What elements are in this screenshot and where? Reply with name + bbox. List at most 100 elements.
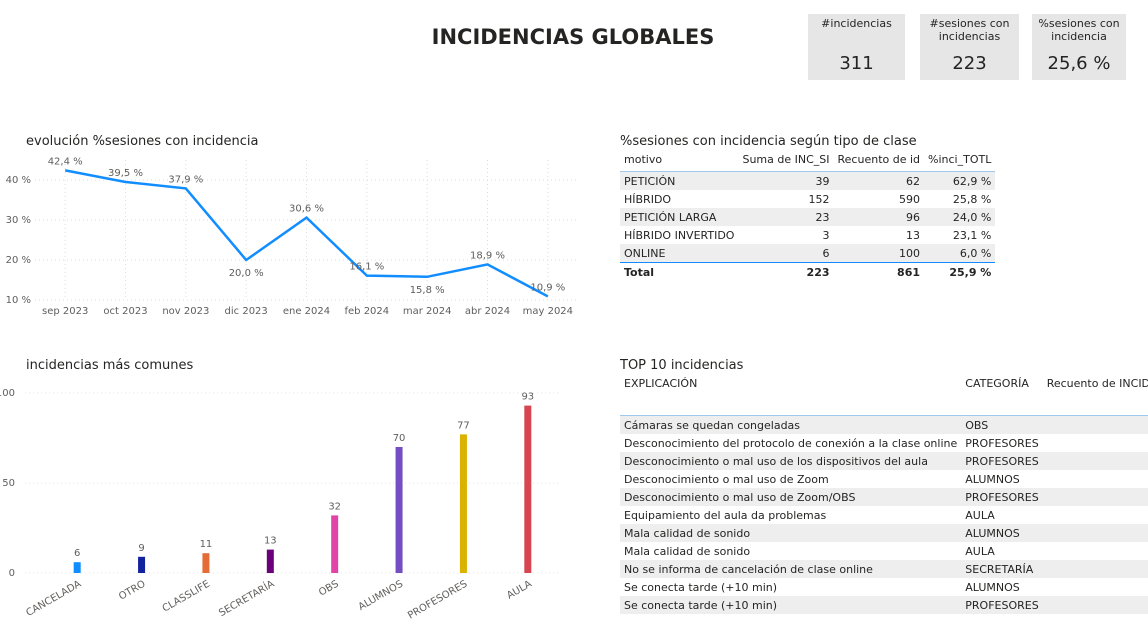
table-cell: 18: [1043, 506, 1148, 524]
data-label: 30,6 %: [289, 204, 324, 215]
table-row: HÍBRIDO INVERTIDO 3 13 23,1 %: [620, 226, 995, 244]
x-tick-label: OTRO: [117, 579, 148, 603]
data-label: 15,8 %: [410, 285, 445, 296]
table-row: HÍBRIDO 152 590 25,8 %: [620, 190, 995, 208]
table-cell: AULA: [965, 508, 995, 522]
table-cell: 6,0 %: [924, 244, 996, 263]
kpi-label: #sesiones con incidencias: [929, 17, 1010, 43]
table-cell: PROFESORES: [961, 596, 1043, 614]
table-row: Desconocimiento del protocolo de conexió…: [620, 434, 1148, 452]
y-tick-label: 30 %: [6, 215, 31, 226]
table-cell: 152: [808, 192, 830, 206]
table-cell: 861: [833, 262, 925, 281]
table-row: Total 223 861 25,9 %: [620, 262, 996, 281]
table-cell: 39: [738, 171, 834, 190]
table-cell: Se conecta tarde (+10 min): [624, 580, 778, 594]
kpi-card: %sesiones con incidencia 25,6 %: [1032, 14, 1126, 80]
table-row: PETICIÓN 39 62 62,9 %: [620, 171, 996, 190]
data-label: 18,9 %: [470, 250, 505, 261]
table-cell: PROFESORES: [961, 452, 1043, 470]
y-tick-label: 20 %: [6, 255, 31, 266]
x-tick-label: sep 2023: [42, 306, 88, 317]
bar: [266, 549, 274, 573]
chart-title: incidencias más comunes: [26, 358, 194, 373]
x-tick-label: may 2024: [523, 306, 573, 317]
table-cell: 25,8 %: [952, 192, 992, 206]
table-cell: 62: [833, 171, 925, 190]
table-row: Mala calidad de sonido AULA 29: [620, 542, 1148, 560]
kpi-value: 311: [839, 53, 874, 74]
table-row: No se informa de cancelación de clase on…: [620, 560, 1148, 578]
data-label: 20,0 %: [229, 268, 264, 279]
data-label: 10,9 %: [530, 282, 565, 293]
data-label: 77: [457, 420, 470, 431]
table-cell: HÍBRIDO: [624, 192, 672, 206]
table-cell: 31: [1043, 578, 1148, 596]
x-tick-label: mar 2024: [403, 306, 452, 317]
table-cell: Mala calidad de sonido: [624, 544, 751, 558]
x-tick-label: abr 2024: [465, 306, 510, 317]
table-cell: PETICIÓN: [620, 171, 739, 190]
data-label: 9: [138, 543, 144, 554]
x-tick-label: SECRETARÍA: [216, 577, 276, 619]
x-tick-label: oct 2023: [103, 306, 147, 317]
table-cell: Recuento de INCIDENCIA: [1042, 377, 1148, 416]
y-tick-label: 50: [2, 478, 15, 489]
data-label: 6: [74, 548, 80, 559]
data-label: 37,9 %: [168, 174, 203, 185]
data-label: 16,1 %: [349, 262, 384, 273]
table-cell: PROFESORES: [965, 436, 1039, 450]
table-cell: Desconocimiento o mal uso de Zoom/OBS: [620, 488, 962, 506]
table-cell: motivo: [620, 153, 739, 172]
table-cell: 6: [1042, 524, 1148, 542]
table-cell: 19: [1042, 596, 1148, 614]
x-tick-label: feb 2024: [345, 306, 390, 317]
data-label: 39,5 %: [108, 168, 143, 179]
table-cell: ALUMNOS: [961, 524, 1043, 542]
table-cell: ALUMNOS: [965, 472, 1020, 486]
kpi-card: #sesiones con incidencias 223: [920, 14, 1019, 80]
bar: [138, 556, 146, 573]
table-cell: 223: [738, 262, 834, 281]
x-tick-label: ALUMNOS: [357, 579, 405, 613]
bar: [73, 562, 81, 573]
table-row: Cámaras se quedan congeladasOBS23: [620, 415, 1148, 434]
table-cell: No se informa de cancelación de clase on…: [620, 560, 962, 578]
table-cell: 25,9 %: [924, 262, 996, 281]
data-label: 42,4 %: [48, 156, 83, 167]
table-cell: Desconocimiento o mal uso de los disposi…: [620, 452, 962, 470]
table-cell: SECRETARÍA: [961, 560, 1043, 578]
kpi-value: 25,6 %: [1047, 53, 1111, 74]
table: motivo Suma de INC_SI Recuento de id %inci_…: [620, 153, 996, 281]
table-cell: 23: [1042, 415, 1148, 434]
table-cell: 17: [1042, 452, 1148, 470]
kpi-card: #incidencias 311: [808, 14, 905, 80]
x-tick-label: OBS: [317, 579, 341, 599]
y-tick-label: 10 %: [6, 295, 31, 306]
table-row: Se conecta tarde (+10 min) ALUMNOS 31: [620, 578, 1148, 596]
y-tick-label: 40 %: [6, 175, 31, 186]
table-row: ONLINE 6 100 6,0 %: [620, 244, 996, 263]
y-tick-label: 0: [9, 568, 15, 579]
table-cell: Desconocimiento del protocolo de conexió…: [624, 436, 958, 450]
table-cell: 23,1 %: [952, 228, 992, 242]
table-cell: 100: [833, 244, 925, 263]
table-cell: Cámaras se quedan congeladas: [620, 415, 962, 434]
table-row: Se conecta tarde (+10 min)PROFESORES19: [620, 596, 1148, 614]
bar: [202, 553, 210, 573]
table-row: PETICIÓN LARGA 23 96 24,0 %: [620, 208, 996, 226]
table-cell: Desconocimiento o mal uso de Zoom: [624, 472, 829, 486]
table-cell: 62,9 %: [924, 171, 996, 190]
table-cell: Total: [620, 262, 739, 281]
table-row: motivo Suma de INC_SI Recuento de id %inci_…: [620, 153, 996, 172]
table-cell: Equipamiento del aula da problemas: [624, 508, 827, 522]
table-cell: %inci_TOTL: [924, 153, 996, 172]
table-row: Desconocimiento o mal uso de Zoom/OBS PRO…: [620, 488, 1148, 506]
x-tick-label: CLASSLIFE: [161, 579, 212, 615]
table-cell: 13: [906, 228, 921, 242]
table-cell: 3: [822, 228, 830, 242]
table-cell: Mala calidad de sonido: [620, 524, 962, 542]
data-label: 32: [328, 501, 341, 512]
